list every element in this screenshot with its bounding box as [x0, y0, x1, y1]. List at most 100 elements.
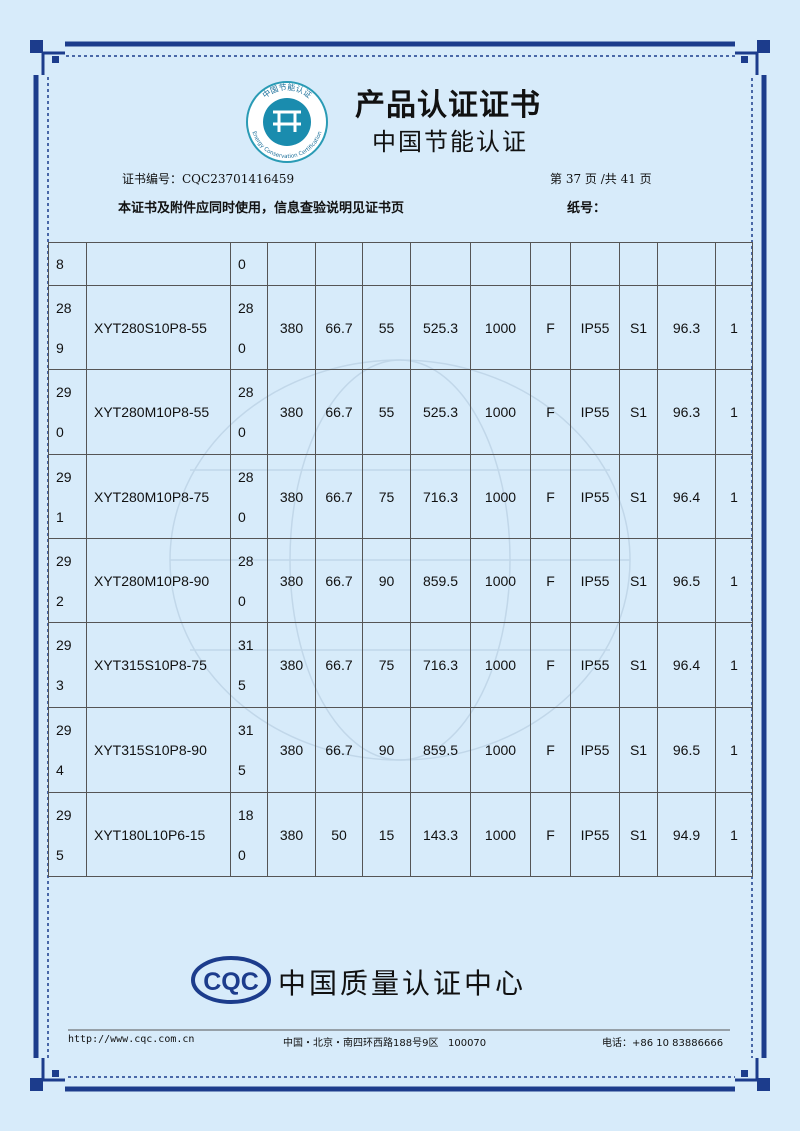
table-cell: 66.7	[315, 285, 363, 370]
table-cell: 280	[230, 538, 268, 623]
table-cell: XYT180L10P6-15	[86, 792, 231, 877]
table-cell	[657, 242, 716, 286]
cell-text: 66.7	[325, 657, 353, 673]
table-cell: 1	[715, 792, 753, 877]
table-row: 294 XYT315S10P8-90 315 380 66.7 90 859.5 1000 F I…	[48, 707, 753, 793]
table-cell: 96.4	[657, 622, 716, 708]
logo-center	[263, 98, 311, 146]
table-cell: IP55	[570, 454, 620, 539]
cell-text: 0	[238, 256, 246, 272]
table-cell: 293	[48, 622, 87, 708]
table-cell: XYT280M10P8-90	[86, 538, 231, 623]
cell-text: 1	[730, 657, 738, 673]
phone: 电话：+86 10 83886666	[602, 1038, 724, 1049]
table-cell	[470, 242, 531, 286]
cell-text: 90	[378, 572, 395, 589]
table-cell: 8	[48, 242, 87, 286]
table-cell: XYT280M10P8-75	[86, 454, 231, 539]
table-cell: 716.3	[410, 622, 471, 708]
cell-text: 280	[238, 552, 254, 609]
paper-no: 纸号：	[567, 201, 607, 216]
cell-text: F	[546, 404, 555, 420]
table-cell: 143.3	[410, 792, 471, 877]
cell-text: 280	[238, 468, 254, 525]
product-table: 8 0 289 XYT280S10P8-55 280 380 66.7 55 525.3 1000…	[48, 242, 753, 877]
table-cell: 280	[230, 369, 268, 455]
cell-text: 66.7	[325, 319, 353, 336]
table-cell: 55	[362, 285, 411, 370]
table-cell: 75	[362, 454, 411, 539]
cell-text: 293	[56, 637, 72, 693]
cell-text: 1000	[484, 319, 517, 336]
cell-text: 143.3	[422, 826, 459, 843]
table-cell: XYT280S10P8-55	[86, 285, 231, 370]
cell-text: 66.7	[325, 404, 353, 420]
table-row: 292 XYT280M10P8-90 280 380 66.7 90 859.5 1000 F I…	[48, 538, 753, 623]
cell-text: 1	[730, 572, 738, 589]
table-row: 289 XYT280S10P8-55 280 380 66.7 55 525.3 1000 F I…	[48, 285, 753, 370]
cell-text: 8	[56, 256, 64, 272]
table-cell: 1000	[470, 622, 531, 708]
address: 中国・北京・南四环西路188号9区 100070	[283, 1038, 487, 1049]
cell-text: 289	[56, 299, 72, 356]
cell-text: 66.7	[325, 742, 353, 758]
cell-text: 50	[331, 826, 347, 843]
table-cell: 66.7	[315, 454, 363, 539]
cell-text: 859.5	[422, 742, 459, 758]
cell-text: S1	[629, 404, 648, 420]
cell-text: 96.4	[672, 657, 701, 673]
cell-text: 66.7	[325, 488, 353, 505]
table-cell: 75	[362, 622, 411, 708]
cell-text: 1	[730, 319, 738, 336]
cell-text: 1000	[484, 742, 517, 758]
table-cell	[619, 242, 658, 286]
cell-text: 380	[279, 742, 304, 758]
table-cell	[530, 242, 571, 286]
table-cell: 280	[230, 285, 268, 370]
table-cell: 180	[230, 792, 268, 877]
cell-text: 1000	[484, 404, 517, 420]
table-row: 290 XYT280M10P8-55 280 380 66.7 55 525.3 1000 F I…	[48, 369, 753, 455]
table-cell: 66.7	[315, 707, 363, 793]
table-cell: S1	[619, 285, 658, 370]
table-cell: 292	[48, 538, 87, 623]
table-cell: 380	[267, 792, 316, 877]
table-cell: 294	[48, 707, 87, 793]
table-cell: 15	[362, 792, 411, 877]
table-cell: F	[530, 538, 571, 623]
table-cell: 525.3	[410, 285, 471, 370]
table-cell: 96.3	[657, 369, 716, 455]
cell-text: 1000	[484, 488, 517, 505]
cell-text: 280	[238, 384, 254, 440]
cell-text: 525.3	[422, 319, 459, 336]
table-cell: 1	[715, 285, 753, 370]
table-row: 295 XYT180L10P6-15 180 380 50 15 143.3 1000 F IP5…	[48, 792, 753, 877]
cell-text: 1000	[484, 657, 517, 673]
table-cell	[315, 242, 363, 286]
cell-text: 96.5	[672, 742, 701, 758]
cell-text: IP55	[580, 572, 610, 589]
cell-text: 716.3	[422, 657, 459, 673]
table-cell: 66.7	[315, 622, 363, 708]
table-cell: IP55	[570, 792, 620, 877]
table-cell: 380	[267, 622, 316, 708]
cell-text: XYT315S10P8-90	[94, 742, 207, 758]
cell-text: 75	[378, 657, 395, 673]
table-cell: F	[530, 454, 571, 539]
cell-text: 380	[279, 404, 304, 420]
cell-text: F	[546, 572, 555, 589]
table-cell: 1	[715, 454, 753, 539]
table-cell: 96.5	[657, 538, 716, 623]
table-cell: IP55	[570, 622, 620, 708]
cell-text: S1	[629, 742, 648, 758]
cell-text: XYT315S10P8-75	[94, 657, 207, 673]
cell-text: F	[546, 319, 555, 336]
table-cell: S1	[619, 622, 658, 708]
org-name: 中国质量认证中心	[278, 967, 527, 1000]
table-cell: 1000	[470, 454, 531, 539]
cell-text: XYT280M10P8-75	[94, 488, 210, 505]
cell-text: 290	[56, 384, 72, 440]
cell-text: 1000	[484, 826, 517, 843]
cell-text: IP55	[580, 319, 610, 336]
